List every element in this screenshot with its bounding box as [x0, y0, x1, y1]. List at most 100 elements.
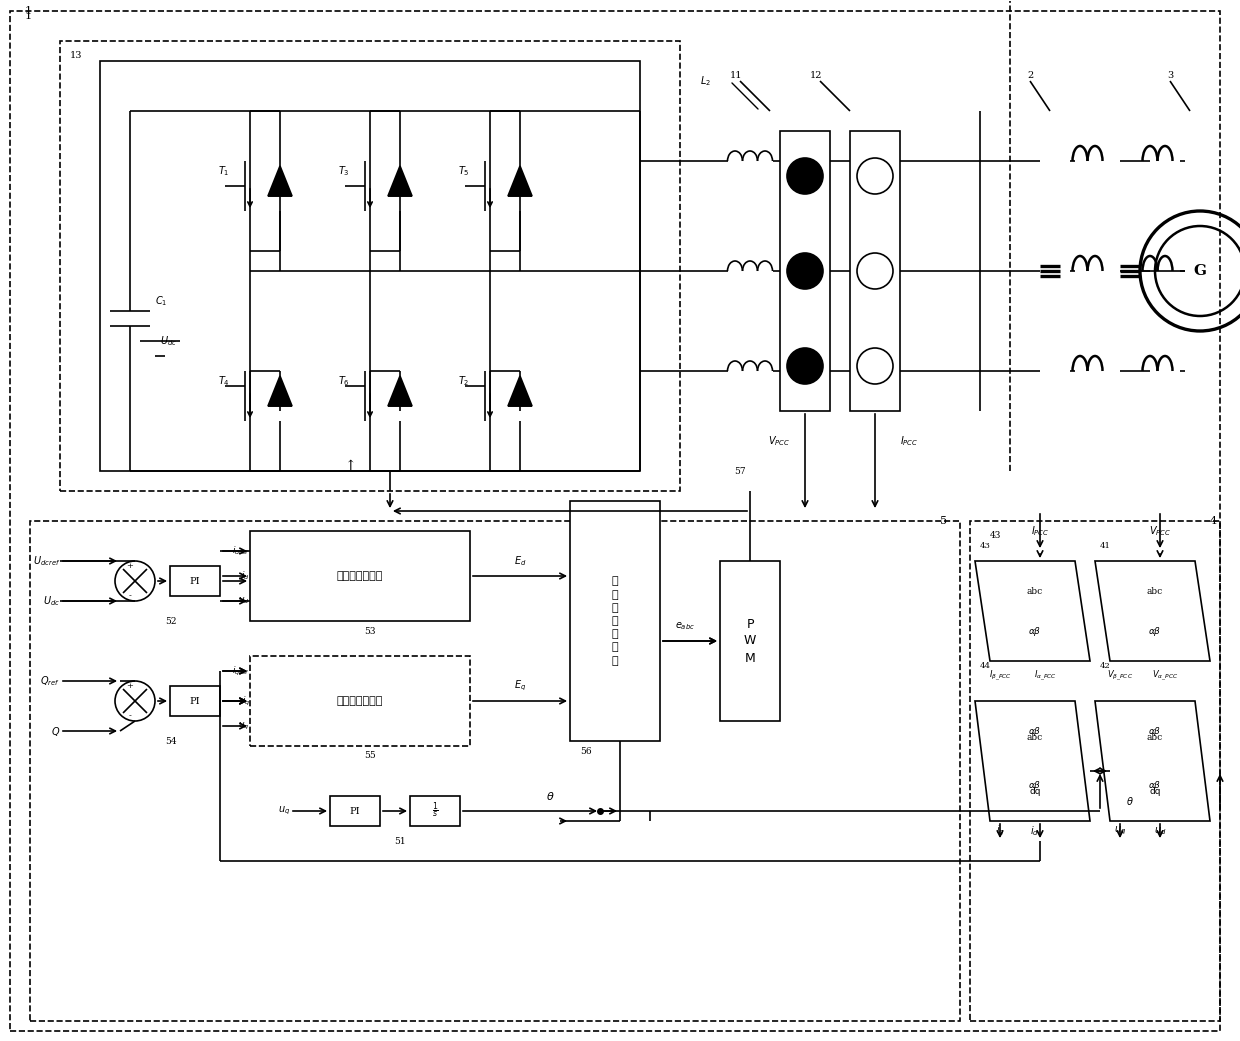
Text: 4: 4 — [1210, 516, 1218, 526]
Text: 1: 1 — [25, 11, 32, 21]
Text: G: G — [1193, 264, 1207, 278]
Text: abc: abc — [1027, 586, 1043, 595]
Text: 11: 11 — [730, 72, 743, 80]
Text: $\frac{1}{s}$: $\frac{1}{s}$ — [432, 801, 439, 821]
Bar — [170, 566, 219, 596]
Text: 43: 43 — [990, 532, 1001, 540]
Text: 55: 55 — [365, 752, 376, 761]
Text: $\alpha\beta$: $\alpha\beta$ — [1148, 725, 1162, 737]
Text: -: - — [129, 712, 131, 720]
Text: +: + — [126, 562, 134, 570]
Text: $V_{PCC}$: $V_{PCC}$ — [1149, 524, 1171, 538]
Text: $E_q$: $E_q$ — [513, 679, 526, 693]
Text: $E_d$: $E_d$ — [513, 554, 526, 568]
Text: $T_2$: $T_2$ — [459, 374, 470, 388]
Polygon shape — [508, 166, 532, 196]
Text: $U_{dcref}$: $U_{dcref}$ — [32, 554, 60, 568]
Text: $e_{abc}$: $e_{abc}$ — [675, 620, 696, 632]
Text: $T_6$: $T_6$ — [339, 374, 350, 388]
Text: $V_{PCC}$: $V_{PCC}$ — [768, 434, 790, 448]
Text: $u_q$: $u_q$ — [278, 805, 290, 817]
Text: $I_{\beta\_PCC}$: $I_{\beta\_PCC}$ — [988, 668, 1012, 683]
Text: 44: 44 — [980, 662, 991, 670]
Text: 51: 51 — [394, 837, 405, 845]
Text: $I_{PCC}$: $I_{PCC}$ — [900, 434, 919, 448]
Text: PI: PI — [190, 696, 201, 706]
Text: 13: 13 — [69, 51, 83, 60]
Text: $\alpha\beta$: $\alpha\beta$ — [1028, 779, 1042, 791]
Text: 42: 42 — [1100, 662, 1110, 670]
Text: abc: abc — [1147, 586, 1163, 595]
Text: $T_1$: $T_1$ — [218, 164, 229, 178]
Text: $i_{qref}$: $i_{qref}$ — [232, 664, 250, 678]
Text: 52: 52 — [165, 616, 176, 626]
Bar — [970, 520, 1220, 1021]
Text: 有功电流控制器: 有功电流控制器 — [337, 572, 383, 581]
Text: dq: dq — [1149, 787, 1161, 795]
Text: dq: dq — [1029, 787, 1040, 795]
Bar — [100, 61, 640, 471]
Text: $Q$: $Q$ — [51, 725, 60, 737]
Text: $T_5$: $T_5$ — [459, 164, 470, 178]
Bar — [720, 561, 780, 721]
Text: $U_{dc}$: $U_{dc}$ — [43, 594, 60, 608]
Text: P
W
M: P W M — [744, 617, 756, 664]
Text: 57: 57 — [734, 466, 745, 476]
Text: $u_d$: $u_d$ — [238, 595, 250, 606]
Text: 坐
标
逆
变
换
模
块: 坐 标 逆 变 换 模 块 — [611, 577, 619, 665]
Circle shape — [787, 348, 823, 384]
Text: 无功电流控制器: 无功电流控制器 — [337, 696, 383, 706]
Text: $\alpha\beta$: $\alpha\beta$ — [1148, 625, 1162, 637]
Bar — [170, 686, 219, 716]
Circle shape — [787, 253, 823, 289]
Bar — [410, 796, 460, 826]
Bar — [330, 796, 379, 826]
Bar — [250, 531, 470, 621]
Bar — [570, 501, 660, 741]
Text: $\theta$: $\theta$ — [1126, 795, 1133, 807]
Polygon shape — [388, 166, 412, 196]
Text: ↑: ↑ — [345, 459, 356, 473]
Text: PI: PI — [190, 577, 201, 585]
Text: 1: 1 — [25, 6, 32, 16]
Text: 2: 2 — [1027, 72, 1033, 80]
Polygon shape — [508, 376, 532, 406]
Text: $I_{\alpha\_PCC}$: $I_{\alpha\_PCC}$ — [1033, 668, 1056, 683]
Text: $i_q$: $i_q$ — [996, 823, 1004, 838]
Text: PI: PI — [350, 807, 361, 815]
Text: $Q_{ref}$: $Q_{ref}$ — [40, 675, 60, 688]
Text: $i_{dref}$: $i_{dref}$ — [232, 544, 250, 557]
Text: $\alpha\beta$: $\alpha\beta$ — [1148, 779, 1162, 791]
Text: $C_1$: $C_1$ — [155, 295, 167, 308]
Bar — [60, 41, 680, 491]
Text: $U_{dc}$: $U_{dc}$ — [160, 334, 177, 348]
Text: 54: 54 — [165, 736, 176, 745]
Text: $i_d$: $i_d$ — [1030, 824, 1039, 838]
Text: -: - — [129, 592, 131, 600]
Text: $T_3$: $T_3$ — [339, 164, 350, 178]
Polygon shape — [268, 166, 291, 196]
Text: 3: 3 — [1167, 72, 1173, 80]
Polygon shape — [388, 376, 412, 406]
Bar — [30, 520, 960, 1021]
Text: $V_{\beta\_PCC}$: $V_{\beta\_PCC}$ — [1107, 668, 1133, 683]
Text: abc: abc — [1027, 733, 1043, 741]
Text: $\theta$: $\theta$ — [546, 790, 554, 802]
Text: $i_d$: $i_d$ — [242, 569, 250, 582]
Text: $\alpha\beta$: $\alpha\beta$ — [1028, 725, 1042, 737]
Text: 12: 12 — [810, 72, 822, 80]
Text: 53: 53 — [365, 627, 376, 635]
Text: abc: abc — [1147, 733, 1163, 741]
Text: $I_{PCC}$: $I_{PCC}$ — [1030, 524, 1049, 538]
Circle shape — [787, 158, 823, 194]
Polygon shape — [268, 376, 291, 406]
Text: 43: 43 — [980, 542, 991, 550]
Text: $V_{\alpha\_PCC}$: $V_{\alpha\_PCC}$ — [1152, 668, 1178, 683]
Text: $u_q$: $u_q$ — [1114, 824, 1126, 837]
Text: $u_q$: $u_q$ — [238, 720, 250, 732]
Text: $L_2$: $L_2$ — [701, 74, 711, 87]
Text: $i_q$: $i_q$ — [242, 694, 250, 708]
Text: 5: 5 — [940, 516, 947, 526]
Bar — [849, 131, 900, 411]
Text: $\alpha\beta$: $\alpha\beta$ — [1028, 625, 1042, 637]
